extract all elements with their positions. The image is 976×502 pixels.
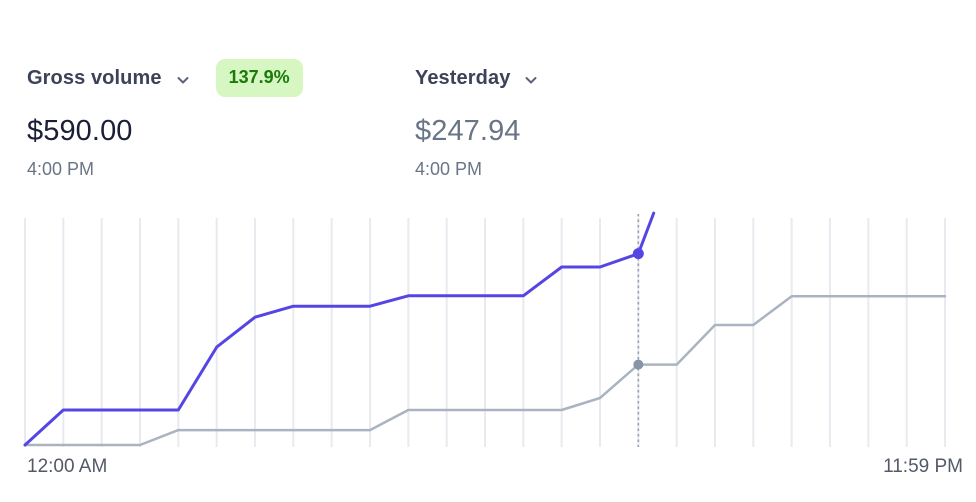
- gross-volume-chart[interactable]: [0, 210, 976, 450]
- series-line: [23, 294, 947, 447]
- chevron-down-icon: [175, 72, 191, 88]
- metric-label: Gross volume: [27, 66, 162, 89]
- series-line: [23, 211, 656, 447]
- comparison-label: Yesterday: [415, 66, 511, 89]
- comparison-selector[interactable]: Yesterday: [415, 58, 539, 98]
- marker-dot: [632, 248, 644, 260]
- yesterday-amount: $247.94: [415, 115, 521, 147]
- yesterday-time: 4:00 PM: [415, 159, 483, 180]
- growth-badge: 137.9%: [215, 58, 303, 98]
- metric-selector[interactable]: Gross volume 137.9%: [27, 58, 303, 98]
- chevron-down-icon: [523, 72, 539, 88]
- today-time: 4:00 PM: [27, 159, 95, 180]
- marker-dot: [633, 359, 644, 370]
- x-axis-end-label: 11:59 PM: [883, 456, 963, 477]
- line-chart-svg[interactable]: [0, 210, 976, 450]
- today-amount: $590.00: [27, 115, 133, 147]
- x-axis-start-label: 12:00 AM: [27, 456, 108, 477]
- gross-volume-metric: Gross volume 137.9% $590.00 4:00 PM: [27, 58, 303, 180]
- comparison-metric: Yesterday $247.94 4:00 PM: [415, 58, 539, 180]
